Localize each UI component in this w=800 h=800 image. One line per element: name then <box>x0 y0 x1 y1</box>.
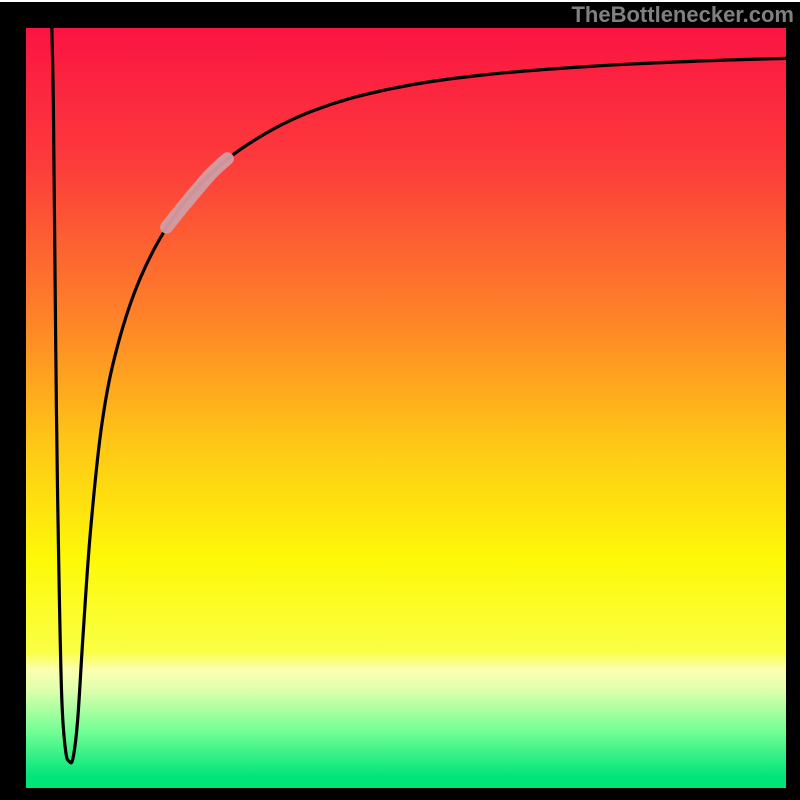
watermark-text: TheBottlenecker.com <box>571 2 794 28</box>
bottleneck-chart <box>0 0 800 800</box>
chart-container: TheBottlenecker.com <box>0 0 800 800</box>
plot-background <box>26 28 786 788</box>
